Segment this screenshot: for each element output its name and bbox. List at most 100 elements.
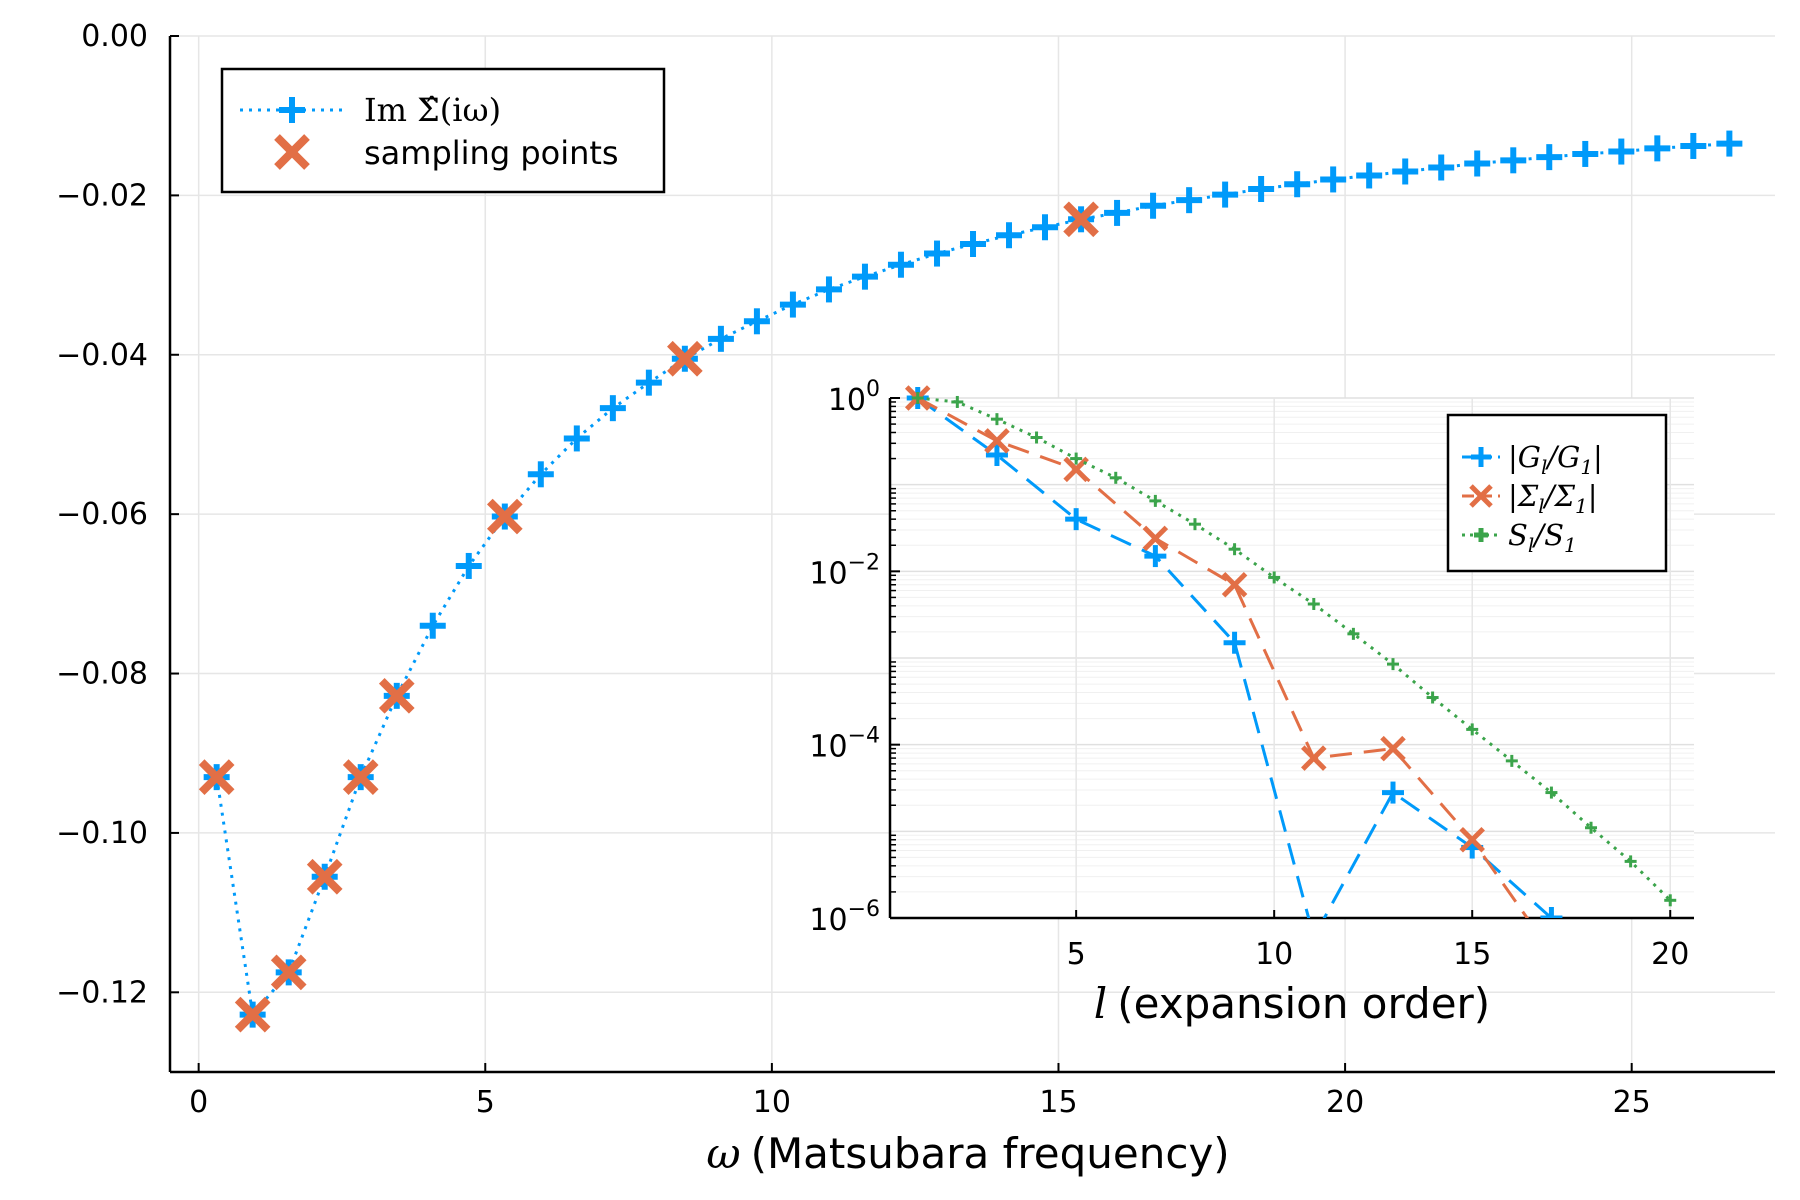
inset-legend-entry-sigma: |Σl/Σ1| (1462, 479, 1598, 518)
main-series-im-sigma-point (1644, 135, 1671, 162)
main-series-im-sigma-point (1572, 140, 1599, 167)
main-series-sampling-point-b (306, 858, 343, 895)
legend-label-im-sigma: Im Σ̂(iω) (364, 91, 501, 129)
inset-legend-label-part: 1 (1564, 533, 1577, 557)
inset-x-tick-label: 20 (1651, 937, 1689, 972)
inset-legend-label-part: / (1544, 440, 1560, 474)
inset-grid (890, 397, 1694, 919)
main-x-tick-label: 25 (1613, 1085, 1651, 1120)
inset-series-s-point (1624, 855, 1637, 868)
inset-series-s-point (990, 413, 1003, 426)
inset-legend-marker (1469, 484, 1493, 508)
inset-series-s-point (1545, 786, 1558, 799)
inset-legend-label-part: G (1518, 440, 1541, 474)
inset-y-tick-label: 10−2 (809, 550, 880, 591)
inset-legend-entry-g: |Gl/G1| (1462, 440, 1603, 479)
inset-y-tick-base: 10 (809, 903, 847, 938)
inset-y-tick-exponent: 0 (866, 377, 880, 402)
main-x-tick-label: 0 (189, 1085, 208, 1120)
inset-x-axis-text: (expansion order) (1117, 979, 1490, 1028)
main-series-sampling-point (342, 759, 379, 795)
main-series-im-sigma-point (815, 276, 842, 303)
inset-series-s-point (1109, 471, 1122, 484)
inset-x-tick-label: 10 (1255, 937, 1293, 972)
inset-legend-label-part: / (1531, 518, 1547, 552)
legend-label-sampling-points: sampling points (364, 134, 619, 172)
main-series-sampling-point-b (486, 498, 523, 535)
main-series-sampling-point (234, 996, 271, 1033)
inset-series-s-point (1307, 597, 1320, 610)
inset-series (904, 385, 1677, 918)
inset-series-sigma-point (1142, 525, 1169, 552)
legend-marker-x (274, 134, 310, 170)
main-y-tick-label: 0.00 (81, 19, 148, 54)
main-series-sampling-point-b (342, 759, 379, 795)
main-series-im-sigma-point (635, 369, 662, 396)
main-series-im-sigma-point (1140, 192, 1167, 219)
inset-legend-label-part: G (1557, 440, 1580, 474)
main-series-sampling-point (306, 858, 343, 895)
main-series-im-sigma-point (1716, 130, 1743, 157)
main-series-im-sigma-point (1500, 147, 1527, 174)
main-series-sampling-point (667, 340, 703, 377)
main-series-im-sigma-point (851, 263, 878, 290)
inset-series-g-point (985, 443, 1008, 466)
main-series-im-sigma-point (599, 395, 626, 422)
inset-series-sigma-line (916, 396, 1530, 918)
main-series-im-sigma-point (563, 425, 590, 452)
main-series-im-sigma-point (707, 325, 734, 352)
inset-y-tick-exponent: −6 (848, 897, 880, 922)
main-y-tick-label: −0.12 (56, 975, 148, 1010)
main-series-im-sigma-point (1104, 199, 1131, 226)
inset-legend-label: |Σl/Σ1| (1508, 479, 1598, 518)
main-series-im-sigma-point (1176, 187, 1203, 214)
inset-legend-label-part: 1 (1575, 494, 1588, 518)
main-y-tick-label: −0.10 (56, 816, 148, 851)
inset-legend: |Gl/G1||Σl/Σ1|Sl/S1 (1446, 413, 1668, 573)
inset-series-g-point (1065, 508, 1088, 531)
inset-legend-marker (1471, 447, 1491, 467)
inset-series-s-point (1188, 518, 1201, 531)
inset-series-s-point (911, 392, 924, 404)
inset-legend-label: |Gl/G1| (1508, 440, 1603, 479)
inset-series-s-point (951, 395, 964, 408)
inset-x-tick-label: 15 (1453, 937, 1491, 972)
main-x-tick-label: 20 (1326, 1085, 1364, 1120)
inset-y-tick-label: 100 (828, 377, 880, 418)
inset-series-s-point (1664, 894, 1677, 907)
inset-legend-label-part: | (1508, 440, 1518, 474)
inset-y-tick-label: 10−6 (809, 897, 880, 938)
inset-legend-entry-s: Sl/S1 (1462, 518, 1577, 557)
inset-legend-marker-b (1469, 484, 1493, 508)
inset-y-tick-base: 10 (809, 730, 847, 765)
inset-legend-label-part: S (1508, 518, 1528, 552)
main-series-im-sigma-point (1428, 154, 1455, 181)
inset-x-axis-title: l (expansion order) (1094, 979, 1490, 1028)
main-series-im-sigma-point (1392, 158, 1419, 185)
legend-marker-plus (279, 97, 305, 123)
main-series-sampling-point-b (198, 759, 235, 795)
inset-y-tick-exponent: −2 (848, 550, 880, 575)
main-x-axis-title: ω (Matsubara frequency) (706, 1129, 1229, 1178)
inset-legend-label-part: | (1593, 440, 1603, 474)
inset-series-s-point (1505, 754, 1518, 767)
main-series-im-sigma-point (1320, 166, 1347, 193)
main-series-sampling-point-b (667, 340, 703, 377)
inset-series-s-point (1585, 821, 1598, 834)
inset-legend-label-part: Σ (1553, 479, 1575, 513)
inset-series-s-point (1426, 691, 1439, 704)
inset-series-s-point (1030, 431, 1043, 444)
legend-entry-sampling-points: sampling points (274, 134, 619, 172)
inset-series-s-point (1347, 627, 1360, 640)
inset-series-g-point (1223, 631, 1246, 654)
main-series-sampling-point-b (378, 678, 415, 714)
inset-legend-label-part: S (1544, 518, 1564, 552)
main-series-im-sigma-point (779, 291, 806, 318)
main-series-sampling-point (486, 498, 523, 535)
main-series (198, 130, 1743, 1033)
inset-series-sigma-point-b (1459, 826, 1485, 853)
inset-series-sigma-point (1459, 826, 1485, 853)
inset-legend-label-part: | (1588, 479, 1598, 513)
main-series-im-sigma-point (1680, 132, 1707, 159)
